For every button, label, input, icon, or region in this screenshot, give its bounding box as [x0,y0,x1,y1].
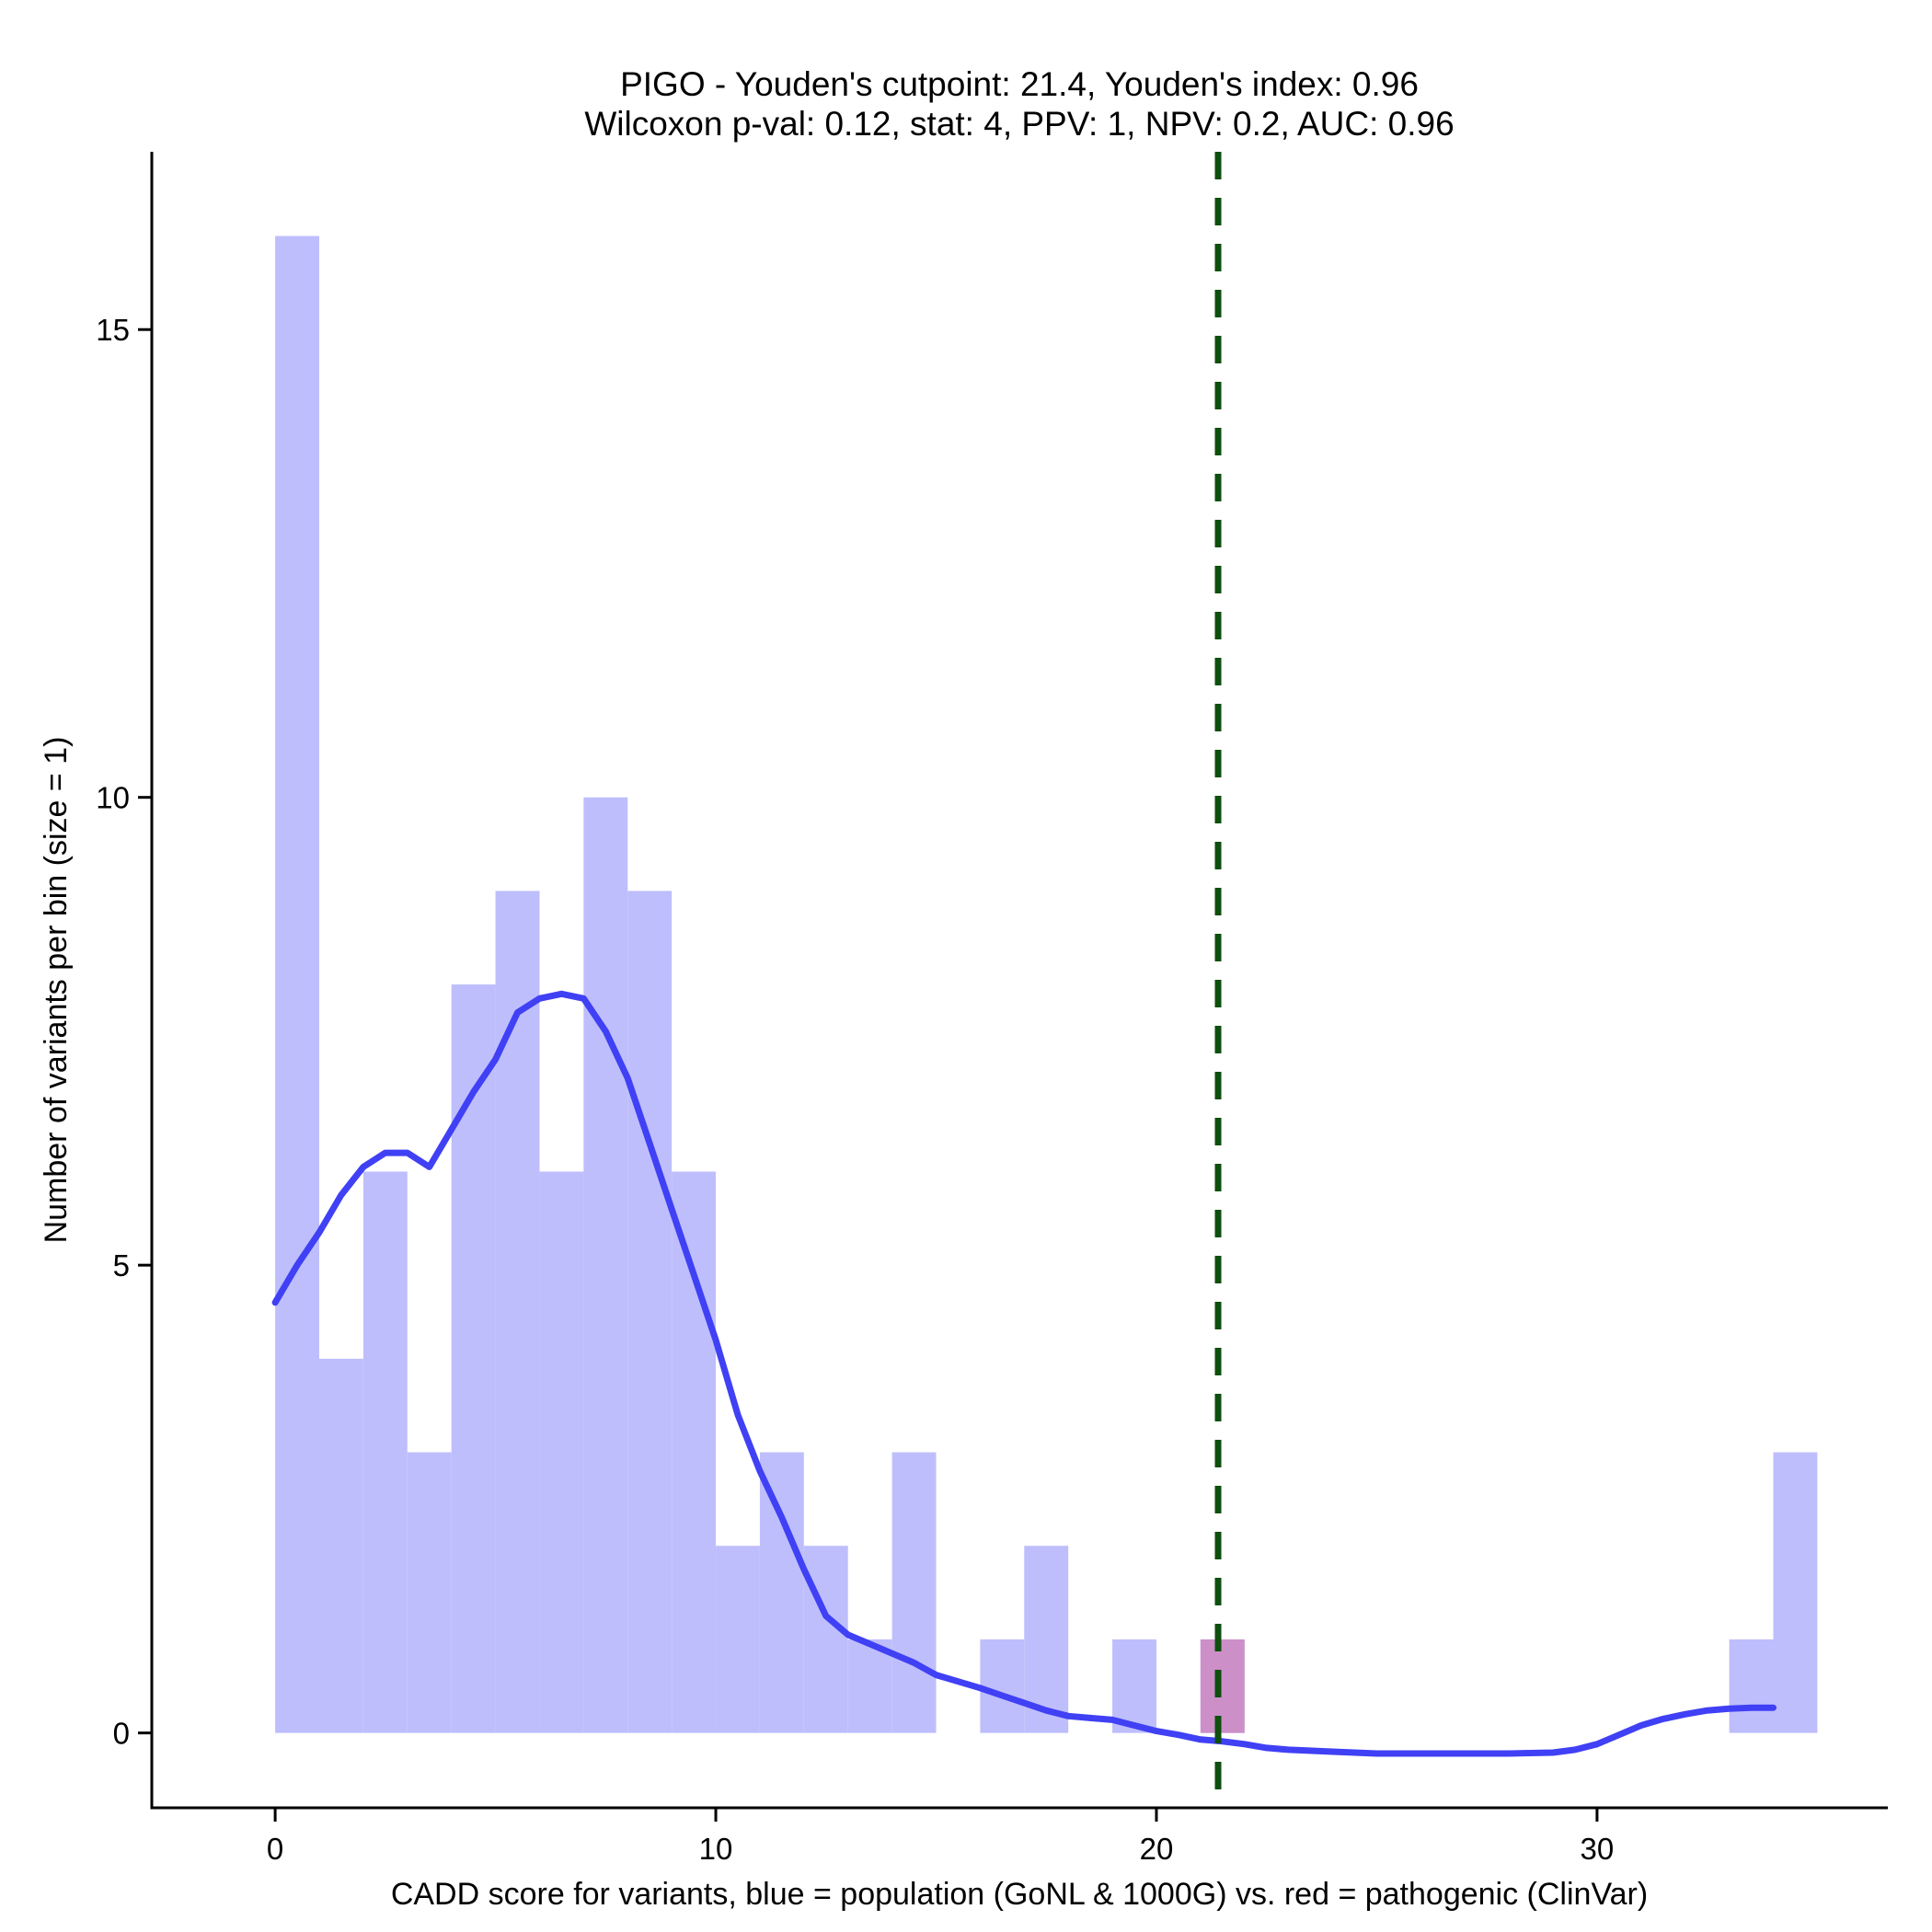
density-curve [271,990,1777,1757]
x-tick-label: 0 [267,1832,283,1866]
y-tick-label: 10 [96,781,130,815]
y-axis-title: Number of variants per bin (size = 1) [39,737,74,1244]
population-bar [803,1546,848,1733]
population-bar [627,891,673,1733]
population-bar [1024,1546,1069,1733]
population-bar [980,1639,1025,1733]
x-axis-title: CADD score for variants, blue = populati… [391,1877,1648,1912]
x-tick-label: 10 [699,1832,733,1866]
chart-subtitle: Wilcoxon p-val: 0.12, stat: 4, PPV: 1, N… [584,105,1454,143]
population-bar [495,891,540,1733]
y-tick-label: 15 [96,313,130,347]
y-axis-ticks: 0 5 10 15 [96,313,152,1751]
population-bar [1729,1639,1774,1733]
population-bar [583,797,628,1733]
population-bar [451,984,496,1733]
population-bar [759,1452,804,1733]
population-bar [275,236,319,1733]
density-layer [271,990,1777,1757]
population-bar [716,1546,760,1733]
population-bar [847,1639,892,1733]
population-bar [539,1171,584,1733]
population-bar [1773,1452,1818,1733]
population-bar [362,1171,408,1733]
x-tick-label: 20 [1140,1832,1174,1866]
population-bar [407,1452,452,1733]
y-tick-label: 0 [113,1717,130,1751]
pathogenic-bar [1200,1639,1245,1733]
x-axis-ticks: 0 10 20 30 [267,1808,1614,1866]
x-tick-label: 30 [1581,1832,1615,1866]
y-tick-label: 5 [113,1248,130,1282]
population-bar [318,1358,363,1733]
population-bar [1112,1639,1156,1733]
population-bar [891,1452,937,1733]
population-bar [672,1171,717,1733]
bars-layer [275,236,1818,1733]
chart-title: PIGO - Youden's cutpoint: 21.4, Youden's… [620,65,1419,103]
